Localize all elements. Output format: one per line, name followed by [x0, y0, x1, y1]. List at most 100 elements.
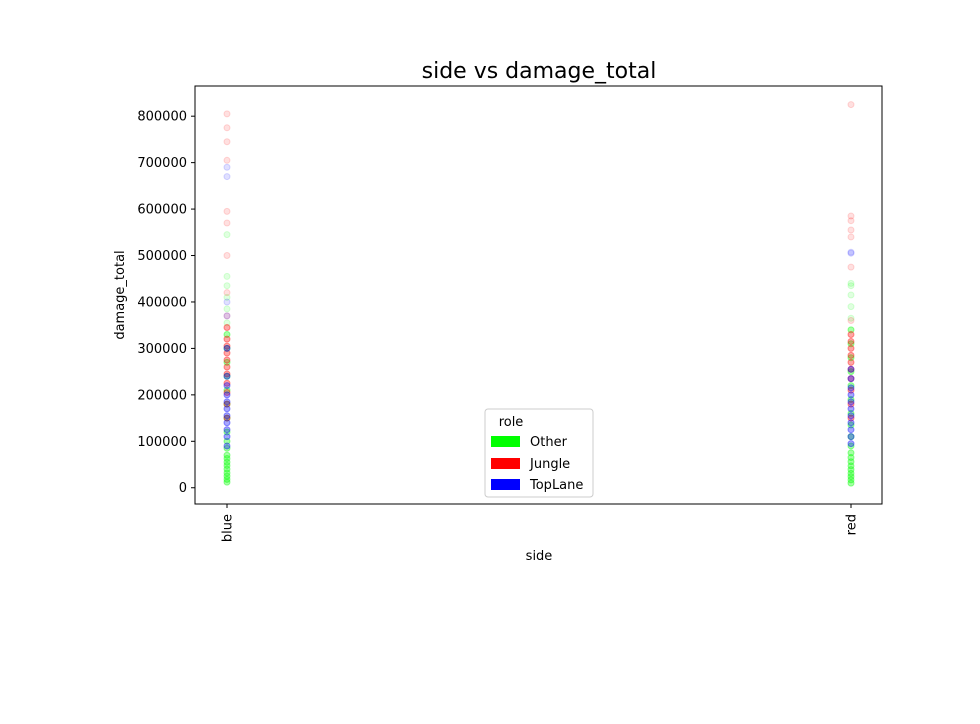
data-point-jungle — [223, 324, 231, 332]
data-point-jungle — [847, 317, 855, 325]
data-point-jungle — [223, 252, 231, 260]
data-point-jungle — [223, 389, 231, 397]
data-point-other — [223, 444, 231, 452]
data-point-other — [223, 282, 231, 290]
y-tick-label: 600000 — [137, 203, 187, 218]
data-point-other — [847, 409, 855, 417]
y-axis-label: damage_total — [113, 250, 128, 339]
data-point-other — [223, 437, 231, 445]
y-tick-label: 100000 — [137, 435, 187, 450]
data-point-jungle — [223, 414, 231, 422]
data-point-toplane — [223, 344, 231, 352]
data-point-jungle — [847, 375, 855, 383]
data-point-jungle — [223, 156, 231, 164]
data-point-toplane — [847, 384, 855, 392]
data-point-other — [223, 475, 231, 483]
data-point-jungle — [223, 219, 231, 227]
legend-label-toplane: TopLane — [529, 478, 583, 493]
data-point-jungle — [223, 370, 231, 378]
data-point-other — [223, 305, 231, 313]
data-point-other — [223, 469, 231, 477]
data-point-other — [847, 396, 855, 403]
data-point-jungle — [847, 400, 855, 408]
data-point-other — [847, 479, 855, 487]
legend-frame — [484, 408, 594, 498]
data-point-jungle — [223, 207, 231, 215]
data-point-jungle — [847, 365, 855, 373]
data-point-other — [847, 433, 855, 441]
data-point-other — [847, 282, 855, 290]
data-point-other — [223, 478, 231, 486]
data-point-toplane — [847, 375, 855, 383]
data-point-other — [847, 466, 855, 474]
data-point-jungle — [223, 124, 231, 132]
data-point-other — [847, 442, 855, 450]
chart-title: side vs damage_total — [422, 59, 657, 84]
data-point-other — [847, 314, 855, 322]
data-point-toplane — [847, 419, 855, 427]
data-point-toplane — [223, 419, 231, 427]
data-point-toplane — [847, 433, 855, 441]
x-axis-label: side — [526, 549, 553, 564]
data-point-jungle — [223, 379, 231, 387]
data-point-other — [847, 368, 855, 376]
x-tick-label-red: red — [845, 514, 860, 535]
data-point-other — [223, 344, 231, 352]
data-point-other — [223, 458, 231, 466]
data-point-other — [847, 354, 855, 362]
data-point-toplane — [223, 405, 231, 413]
data-point-other — [223, 231, 231, 239]
data-point-toplane — [223, 372, 231, 380]
data-point-jungle — [847, 358, 855, 366]
data-point-jungle — [223, 342, 231, 350]
data-point-jungle — [847, 101, 855, 109]
data-point-toplane — [847, 440, 855, 448]
data-point-jungle — [223, 110, 231, 118]
data-point-toplane — [223, 426, 231, 434]
data-point-other — [223, 372, 231, 380]
data-point-other — [847, 291, 855, 299]
data-point-other — [223, 454, 231, 462]
data-point-toplane — [223, 412, 231, 420]
legend-title: role — [499, 415, 524, 430]
data-point-other — [847, 449, 855, 457]
data-point-toplane — [223, 391, 231, 399]
data-point-other — [223, 465, 231, 473]
data-point-jungle — [223, 138, 231, 146]
data-point-jungle — [847, 414, 855, 422]
data-point-jungle — [847, 386, 855, 394]
data-point-jungle — [847, 233, 855, 241]
data-point-jungle — [847, 351, 855, 359]
data-point-jungle — [847, 344, 855, 352]
data-point-other — [223, 451, 231, 459]
data-point-toplane — [223, 298, 231, 306]
plot-area — [194, 85, 883, 505]
y-tick-label: 200000 — [137, 388, 187, 403]
x-tick-label-blue: blue — [221, 514, 236, 542]
data-point-other — [847, 469, 855, 477]
data-point-toplane — [223, 398, 231, 406]
data-point-toplane — [223, 433, 231, 441]
y-tick-label: 0 — [179, 481, 187, 496]
data-point-other — [847, 421, 855, 429]
legend-label-other: Other — [530, 435, 568, 450]
data-point-toplane — [847, 249, 855, 257]
data-point-jungle — [847, 330, 855, 338]
data-point-jungle — [223, 400, 231, 408]
y-axis: 0 100000 200000 300000 400000 500000 600000 700… — [137, 110, 195, 496]
data-point-other — [847, 476, 855, 484]
data-point-other — [223, 428, 231, 436]
data-point-other — [847, 340, 855, 348]
y-tick-label: 700000 — [137, 156, 187, 171]
data-point-other — [223, 400, 231, 408]
legend: role Other Jungle TopLane — [484, 408, 594, 498]
data-point-other — [223, 330, 231, 338]
data-point-toplane — [223, 312, 231, 320]
x-axis: blue red — [221, 504, 860, 542]
y-tick-label: 300000 — [137, 342, 187, 357]
data-point-other — [847, 303, 855, 311]
data-point-toplane — [223, 173, 231, 181]
data-point-toplane — [847, 365, 855, 373]
legend-swatch-jungle — [491, 458, 520, 469]
data-point-other — [223, 461, 231, 469]
